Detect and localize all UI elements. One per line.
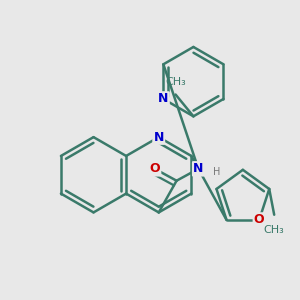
Text: O: O bbox=[254, 214, 265, 226]
Text: H: H bbox=[212, 167, 220, 177]
Text: N: N bbox=[154, 130, 164, 144]
Text: CH₃: CH₃ bbox=[165, 76, 186, 87]
Text: O: O bbox=[149, 162, 160, 175]
Text: N: N bbox=[193, 162, 204, 175]
Text: N: N bbox=[158, 92, 169, 106]
Text: CH₃: CH₃ bbox=[264, 225, 285, 235]
